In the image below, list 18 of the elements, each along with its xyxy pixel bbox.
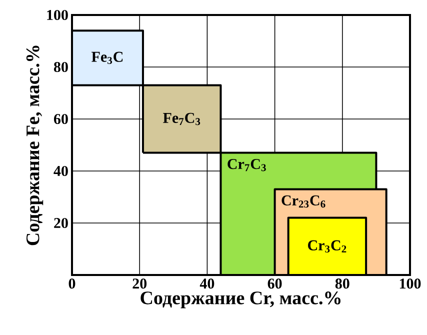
x-tick-label: 40: [200, 278, 214, 289]
y-tick-label: 60: [54, 114, 68, 124]
series-label: Cr$_{3}$C$_{2}$: [308, 240, 346, 253]
x-tick-label: 100: [400, 278, 421, 289]
x-tick-label: 20: [132, 278, 147, 289]
series-label: Cr$_{7}$C$_{3}$: [228, 159, 266, 172]
x-tick-label: 60: [268, 278, 282, 289]
y-tick-label: 100: [47, 10, 68, 20]
x-axis-title: Содержание Cr, масс.%: [140, 292, 340, 308]
y-axis-title: Содержание Fe, масс.%: [26, 46, 44, 246]
y-tick-label: 20: [54, 218, 68, 228]
series-label: Fe$_{7}$C$_{3}$: [163, 112, 200, 126]
series-label: Cr$_{23}$C$_{6}$: [282, 195, 326, 208]
y-tick-label: 80: [54, 62, 68, 72]
x-tick-label: 0: [68, 278, 76, 289]
x-tick-label: 80: [335, 278, 350, 289]
y-tick-label: 40: [54, 166, 68, 176]
series-label: Fe$_{3}$C: [92, 52, 123, 64]
